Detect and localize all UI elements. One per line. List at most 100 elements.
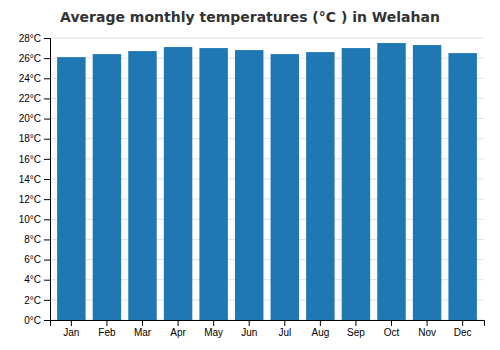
y-tick-label: 28°C xyxy=(19,33,41,44)
y-tick-label: 2°C xyxy=(24,295,41,306)
y-tick: 18°C xyxy=(19,133,50,144)
x-tick: Feb xyxy=(98,320,116,338)
bar xyxy=(128,51,156,320)
y-tick-label: 16°C xyxy=(19,154,41,165)
x-tick-label: Apr xyxy=(170,327,186,338)
x-tick: Nov xyxy=(418,320,436,338)
bar xyxy=(377,43,405,320)
x-tick: Jan xyxy=(63,320,79,338)
y-tick: 12°C xyxy=(19,194,50,205)
x-tick-label: Oct xyxy=(384,327,400,338)
y-tick-label: 14°C xyxy=(19,174,41,185)
x-tick-label: Aug xyxy=(311,327,329,338)
y-tick-mark xyxy=(44,219,50,220)
y-axis: 0°C 2°C 4°C 6°C 8°C 10°C 12°C 14°C 16°C 18°C 20°C 2… xyxy=(19,33,51,326)
x-tick-label: Dec xyxy=(454,327,472,338)
y-tick: 6°C xyxy=(24,254,50,265)
y-tick: 24°C xyxy=(19,73,50,84)
bar xyxy=(271,54,299,320)
y-tick-label: 12°C xyxy=(19,194,41,205)
y-tick-mark xyxy=(44,239,50,240)
y-tick-label: 18°C xyxy=(19,133,41,144)
x-tick: Dec xyxy=(454,320,472,338)
y-tick: 16°C xyxy=(19,154,50,165)
y-tick-label: 6°C xyxy=(24,254,41,265)
bar xyxy=(164,47,192,320)
x-tick: Aug xyxy=(311,320,329,338)
bar xyxy=(448,53,476,320)
x-tick-mark xyxy=(249,320,250,326)
x-tick-mark xyxy=(142,320,143,326)
bar xyxy=(342,48,370,320)
x-tick-mark xyxy=(391,320,392,326)
y-tick-mark xyxy=(44,119,50,120)
y-tick-label: 24°C xyxy=(19,73,41,84)
y-tick-mark xyxy=(44,320,50,321)
bar xyxy=(57,57,85,320)
x-tick-mark xyxy=(427,320,428,326)
y-tick-label: 4°C xyxy=(24,274,41,285)
y-tick: 0°C xyxy=(24,315,50,326)
x-axis-line xyxy=(51,321,485,327)
y-tick-mark xyxy=(44,38,50,39)
y-tick-mark xyxy=(44,139,50,140)
y-tick: 4°C xyxy=(24,274,50,285)
x-tick-mark xyxy=(106,320,107,326)
y-tick: 8°C xyxy=(24,234,50,245)
grid-line xyxy=(50,38,484,39)
y-tick-mark xyxy=(44,199,50,200)
x-tick-mark xyxy=(462,320,463,326)
x-tick-label: Nov xyxy=(418,327,436,338)
y-tick-mark xyxy=(44,179,50,180)
x-tick: Mar xyxy=(134,320,152,338)
title: Average monthly temperatures (°C ) in We… xyxy=(60,9,440,25)
x-tick-mark xyxy=(71,320,72,326)
y-tick: 10°C xyxy=(19,214,50,225)
x-tick: Oct xyxy=(384,320,400,338)
plot: Jan Feb Mar Apr May Jun Jul Aug Sep Oct Nov Dec 0°C 2… xyxy=(19,33,485,338)
y-tick-label: 22°C xyxy=(19,93,41,104)
y-tick: 20°C xyxy=(19,113,50,124)
y-axis-line xyxy=(44,39,51,321)
x-tick-label: Jul xyxy=(278,327,291,338)
x-tick: May xyxy=(204,320,223,338)
x-tick-mark xyxy=(213,320,214,326)
bar xyxy=(199,48,227,320)
x-tick: Jun xyxy=(241,320,257,338)
chart: Jan Feb Mar Apr May Jun Jul Aug Sep Oct Nov Dec 0°C 2… xyxy=(0,0,500,350)
y-tick: 22°C xyxy=(19,93,50,104)
x-tick: Sep xyxy=(347,320,365,338)
y-tick-label: 20°C xyxy=(19,113,41,124)
x-tick-mark xyxy=(320,320,321,326)
bar xyxy=(413,45,441,320)
y-tick: 28°C xyxy=(19,33,50,44)
x-tick-label: Jan xyxy=(63,327,79,338)
y-tick-mark xyxy=(44,300,50,301)
y-tick-label: 0°C xyxy=(24,315,41,326)
x-tick-mark xyxy=(178,320,179,326)
x-tick-label: Sep xyxy=(347,327,365,338)
y-tick-mark xyxy=(44,58,50,59)
x-axis: Jan Feb Mar Apr May Jun Jul Aug Sep Oct Nov Dec xyxy=(51,320,485,338)
x-tick-label: Jun xyxy=(241,327,257,338)
y-tick-mark xyxy=(44,280,50,281)
y-tick-label: 10°C xyxy=(19,214,41,225)
grid xyxy=(50,38,484,320)
y-tick: 2°C xyxy=(24,295,50,306)
bar xyxy=(235,50,263,320)
bar xyxy=(93,54,121,320)
y-tick: 14°C xyxy=(19,174,50,185)
x-tick-label: Feb xyxy=(98,327,116,338)
x-tick-mark xyxy=(284,320,285,326)
bar xyxy=(306,52,334,320)
y-tick-mark xyxy=(44,98,50,99)
y-tick: 26°C xyxy=(19,53,50,64)
y-tick-mark xyxy=(44,260,50,261)
x-tick-label: May xyxy=(204,327,223,338)
x-tick-label: Mar xyxy=(134,327,152,338)
bars xyxy=(57,43,477,320)
y-tick-label: 26°C xyxy=(19,53,41,64)
y-tick-label: 8°C xyxy=(24,234,41,245)
y-tick-mark xyxy=(44,78,50,79)
x-tick: Apr xyxy=(170,320,186,338)
